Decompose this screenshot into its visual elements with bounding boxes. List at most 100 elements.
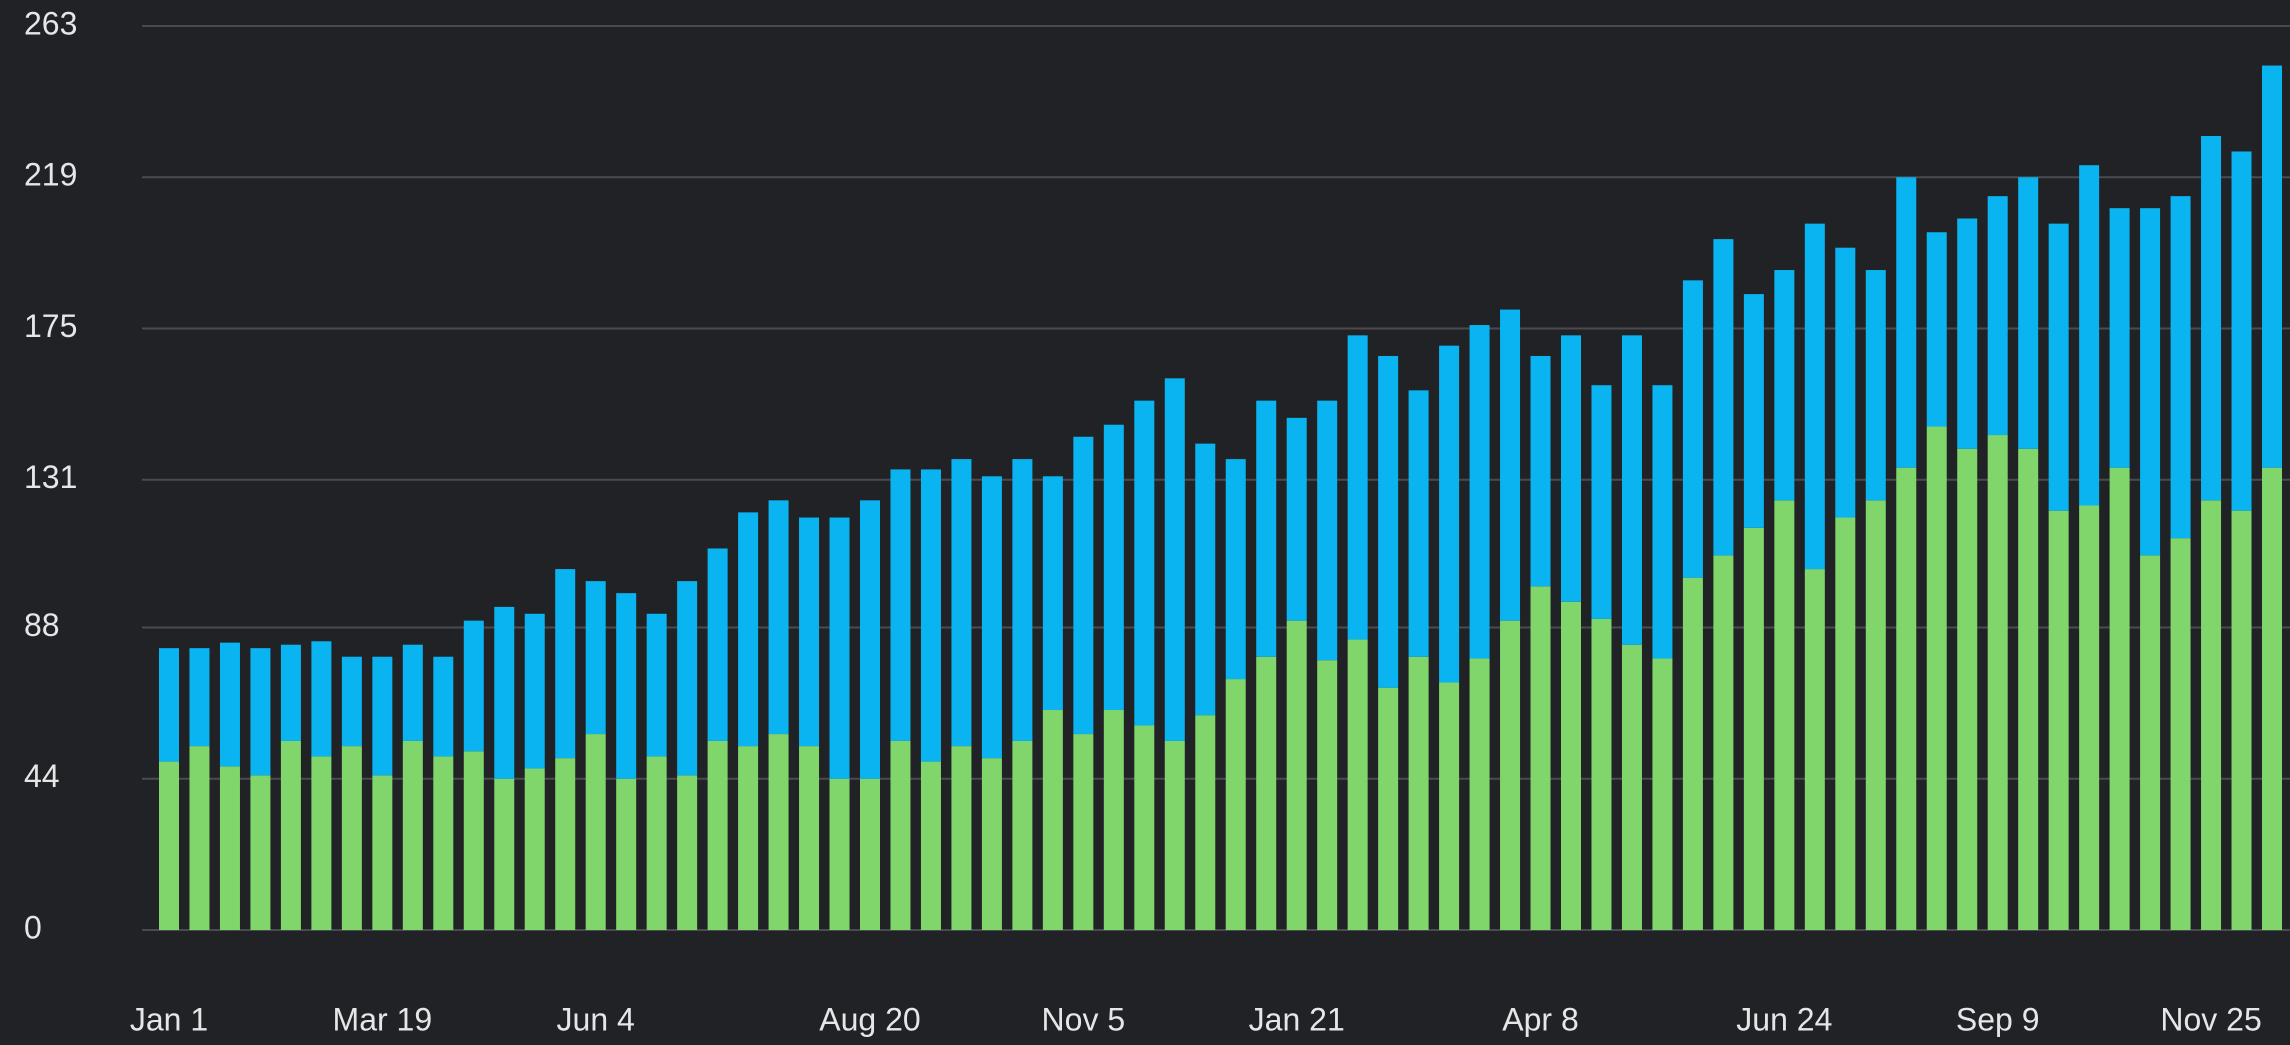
bar-segment [1378,687,1399,930]
bar-segment [768,500,789,735]
bar-segment [1530,586,1551,930]
bar-segment [1134,400,1155,726]
bar-segment [494,606,515,779]
bar-segment [1865,500,1886,930]
bar-segment [1500,309,1521,621]
bar-segment [951,746,972,930]
bar-segment [1225,679,1246,930]
bar-segment [341,746,362,930]
bar-segment [920,469,941,762]
bar-segment [1743,294,1764,528]
bar-segment [1621,644,1642,930]
bar-segment [1317,400,1338,661]
x-tick-label: Jan 21 [1249,1001,1345,1037]
bar-segment [1682,577,1703,930]
bar-segment [1347,639,1368,930]
bar-segment [1835,247,1856,518]
bar-segment [159,761,179,930]
bar-segment [1591,385,1612,619]
x-tick-label: Aug 20 [819,1001,920,1037]
bar-segment [1835,517,1856,930]
bar-segment [1012,740,1033,930]
bar-segment [616,778,637,930]
bar-segment [829,778,850,930]
bar-segment [433,656,454,757]
bar-segment [1439,345,1460,683]
bar-segment [280,740,301,930]
bar-segment [1926,232,1947,427]
bar-segment [2018,448,2039,930]
bar-segment [1469,325,1490,659]
bar-segment [1012,459,1033,741]
bar-segment [2231,510,2252,930]
bar-segment [860,778,880,930]
x-tick-label: Sep 9 [1956,1001,2040,1037]
bar-segment [646,613,667,757]
bar-segment [1378,355,1399,688]
bar-segment [1164,740,1185,930]
bar-segment [1896,177,1917,468]
bar-segment [463,620,484,752]
bar-segment [189,746,210,930]
bar-segment [1591,618,1612,930]
bar-segment [311,756,332,930]
bar-segment [2079,505,2100,930]
bar-segment [1957,448,1978,930]
bar-segment [555,758,576,930]
bar-segment [981,476,1002,759]
bar-segment [189,648,210,747]
bar-segment [402,740,423,930]
bar-segment [585,734,606,930]
y-tick-label: 0 [24,909,42,945]
bar-segment [768,734,789,930]
bar-segment [1042,476,1063,711]
bar-segment [1652,385,1673,659]
bar-segment [1256,400,1277,657]
bar-segment [1134,725,1155,930]
y-tick-label: 219 [24,157,77,193]
bar-segment [2109,208,2130,468]
bar-segment [1957,218,1978,449]
bar-segment [707,548,728,741]
y-tick-label: 44 [24,758,60,794]
bar-segment [1042,710,1063,930]
bar-segment [524,613,545,769]
bar-segment [707,740,728,930]
bar-segment [2140,208,2161,556]
bar-segment [219,766,240,930]
bar-segment [159,648,179,762]
x-tick-label: Jan 1 [130,1001,208,1037]
bar-segment [2079,165,2100,506]
bar-segment [585,581,606,735]
bar-segment [1286,620,1307,930]
bar-segment [2201,500,2222,930]
bar-segment [1103,424,1124,711]
bar-segment [2231,151,2252,511]
bar-segment [311,641,332,757]
bar-segment [616,593,637,779]
bar-segment [341,656,362,747]
bar-segment [2170,538,2191,930]
bar-segment [1408,656,1429,930]
bar-segment [2048,510,2069,930]
bar-segment [2262,65,2282,468]
bar-segment [1439,682,1460,930]
bar-segment [890,740,911,930]
bar-segment [1682,280,1703,578]
bar-segment [2048,223,2069,511]
bar-segment [433,756,454,930]
bar-segment [2262,467,2282,930]
bar-segment [1225,459,1246,680]
bar-segment [1926,426,1947,930]
bar-segment [1621,335,1642,645]
bar-segment [524,768,545,930]
bar-segment [951,459,972,747]
bar-segment [1195,715,1216,930]
bar-segment [1743,527,1764,930]
bar-segment [1774,270,1795,501]
bar-segment [646,756,667,930]
x-tick-label: Jun 4 [557,1001,635,1037]
x-tick-label: Nov 5 [1042,1001,1126,1037]
bar-segment [1073,734,1094,930]
